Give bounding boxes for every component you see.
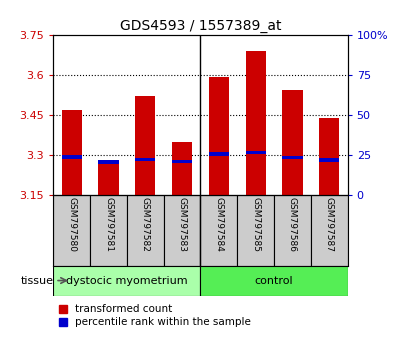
Text: GSM797583: GSM797583: [178, 197, 186, 252]
Bar: [172, 160, 192, 163]
Bar: [53, 266, 201, 296]
Text: GSM797585: GSM797585: [251, 197, 260, 252]
Bar: [62, 155, 82, 159]
Text: dystocic myometrium: dystocic myometrium: [66, 275, 188, 286]
Bar: [135, 96, 155, 195]
Bar: [172, 142, 192, 195]
Bar: [53, 195, 90, 266]
Text: GSM797586: GSM797586: [288, 197, 297, 252]
Bar: [274, 195, 311, 266]
Bar: [98, 163, 118, 195]
Text: control: control: [255, 275, 293, 286]
Bar: [127, 195, 164, 266]
Bar: [237, 195, 274, 266]
Text: GSM797580: GSM797580: [67, 197, 76, 252]
Bar: [209, 76, 229, 195]
Bar: [164, 195, 201, 266]
Bar: [246, 151, 266, 154]
Bar: [282, 156, 303, 159]
Text: GSM797587: GSM797587: [325, 197, 334, 252]
Text: GSM797584: GSM797584: [214, 197, 223, 252]
Bar: [209, 153, 229, 156]
Bar: [282, 90, 303, 195]
Bar: [90, 195, 127, 266]
Bar: [201, 195, 237, 266]
Text: GSM797582: GSM797582: [141, 197, 150, 252]
Bar: [201, 266, 348, 296]
Legend: transformed count, percentile rank within the sample: transformed count, percentile rank withi…: [58, 304, 251, 327]
Bar: [135, 158, 155, 161]
Bar: [319, 118, 339, 195]
Text: tissue: tissue: [20, 275, 53, 286]
Text: GSM797581: GSM797581: [104, 197, 113, 252]
Bar: [62, 110, 82, 195]
Bar: [319, 158, 339, 161]
Bar: [98, 160, 118, 164]
Title: GDS4593 / 1557389_at: GDS4593 / 1557389_at: [120, 19, 281, 33]
Bar: [246, 51, 266, 195]
Bar: [311, 195, 348, 266]
